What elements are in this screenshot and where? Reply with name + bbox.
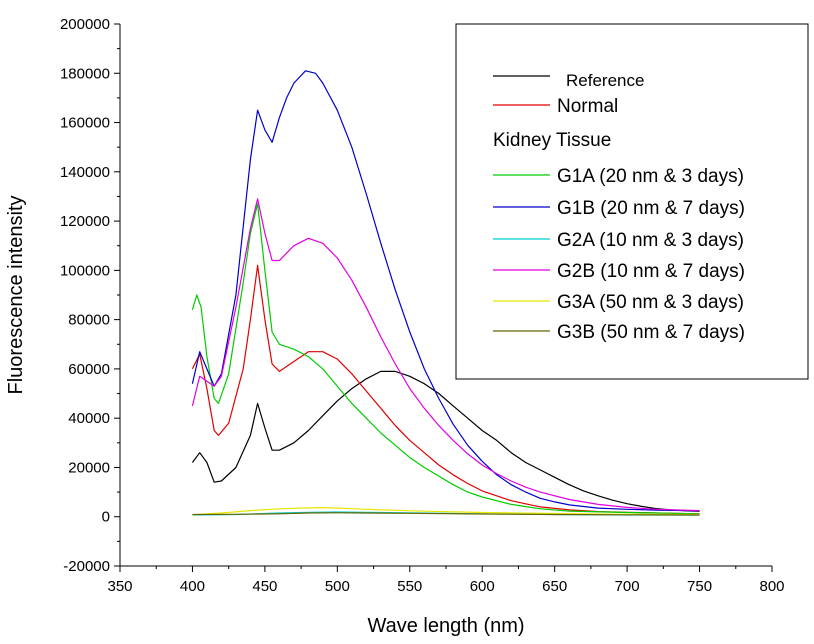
x-axis-title: Wave length (nm) [367, 615, 524, 637]
legend-group-label: Kidney Tissue [493, 130, 611, 151]
legend-label-6: G3A (50 nm & 3 days) [557, 292, 744, 313]
y-tick-label: 60000 [68, 361, 110, 378]
series-line-7 [192, 512, 700, 516]
y-tick-label: -20000 [63, 558, 110, 575]
y-tick-label: 80000 [68, 312, 110, 329]
y-tick-label: 120000 [60, 213, 110, 230]
y-axis-title: Fluorescence intensity [5, 196, 27, 395]
legend-label-3: G1B (20 nm & 7 days) [557, 198, 745, 219]
series-line-5 [191, 198, 700, 512]
y-tick-label: 40000 [68, 410, 110, 427]
x-tick-label: 350 [107, 578, 132, 595]
plot-lines [191, 70, 700, 516]
y-tick-label: 140000 [60, 164, 110, 181]
x-axis: 350 400 450 500 550 600 650 700 750 800 [107, 565, 785, 595]
x-tick-label: 750 [687, 578, 712, 595]
series-line-1 [191, 264, 700, 515]
legend-label-2: G1A (20 nm & 3 days) [557, 166, 744, 187]
x-tick-label: 450 [252, 578, 277, 595]
x-tick-label: 400 [180, 578, 205, 595]
legend-label-7: G3B (50 nm & 7 days) [557, 322, 745, 343]
y-tick-label: 0 [102, 509, 110, 526]
x-tick-label: 600 [470, 578, 495, 595]
x-tick-label: 700 [615, 578, 640, 595]
y-axis: -20000 0 20000 40000 60000 80000 100000 120000 1… [60, 16, 121, 575]
y-tick-label: 180000 [60, 65, 110, 82]
y-tick-label: 20000 [68, 459, 110, 476]
series-line-3 [191, 70, 700, 512]
y-tick-label: 100000 [60, 262, 110, 279]
x-tick-label: 500 [325, 578, 350, 595]
series-line-0 [191, 370, 700, 512]
series-line-2 [191, 203, 700, 515]
series-line-6 [192, 507, 700, 516]
legend-label-1: Normal [557, 96, 618, 117]
x-tick-label: 550 [397, 578, 422, 595]
legend-box [455, 23, 809, 380]
legend-label-0: Reference [566, 71, 644, 90]
y-tick-label: 200000 [60, 16, 110, 33]
y-tick-label: 160000 [60, 115, 110, 132]
legend-label-5: G2B (10 nm & 7 days) [557, 261, 745, 282]
legend-label-4: G2A (10 nm & 3 days) [557, 230, 744, 251]
x-tick-label: 650 [542, 578, 567, 595]
x-tick-label: 800 [759, 578, 784, 595]
legend: Kidney Tissue Reference Normal G1A (20 nm … [455, 23, 809, 380]
